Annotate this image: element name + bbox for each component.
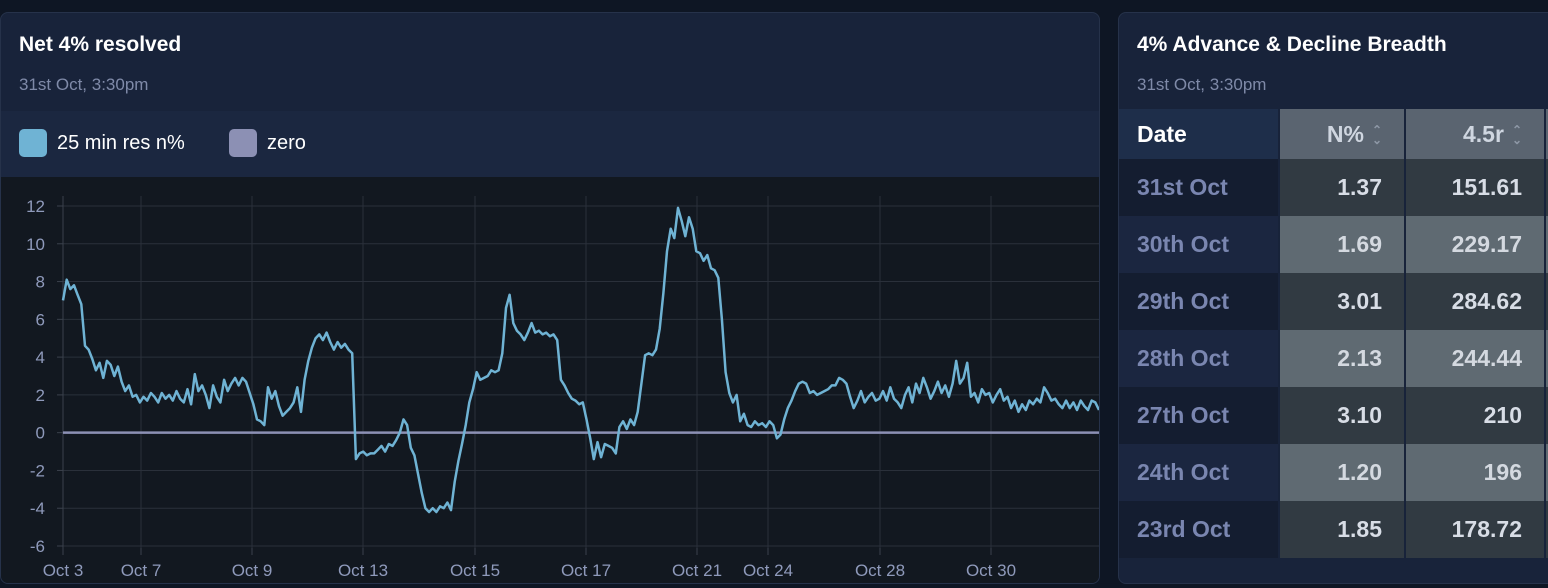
r-cell: 196: [1404, 444, 1545, 501]
date-cell: 31st Oct: [1119, 159, 1279, 216]
legend-item-zero[interactable]: zero: [229, 128, 306, 158]
overflow-cell: [1544, 330, 1548, 387]
x-tick-label: Oct 30: [966, 561, 1016, 580]
y-tick-label: -6: [30, 537, 45, 556]
y-tick-label: 2: [36, 386, 45, 405]
legend-label-zero: zero: [267, 131, 306, 154]
y-tick-label: -2: [30, 461, 45, 480]
date-cell: 27th Oct: [1119, 387, 1279, 444]
breadth-table: Date N% ⌃ ⌄ 4.5r ⌃ ⌄ 31st Oct 1.37 151.61 30th …: [1119, 109, 1548, 558]
table-row[interactable]: 31st Oct 1.37 151.61: [1119, 159, 1548, 216]
r-cell: 210: [1404, 387, 1545, 444]
column-header-date[interactable]: Date: [1119, 109, 1279, 159]
r-cell: 244.44: [1404, 330, 1545, 387]
n-cell: 1.69: [1278, 216, 1405, 273]
y-tick-label: 8: [36, 273, 45, 292]
column-header-label: N%: [1326, 120, 1364, 147]
r-cell: 151.61: [1404, 159, 1545, 216]
column-header-n[interactable]: N% ⌃ ⌄: [1278, 109, 1405, 159]
x-tick-label: Oct 28: [855, 561, 905, 580]
table-row[interactable]: 27th Oct 3.10 210: [1119, 387, 1548, 444]
table-row[interactable]: 29th Oct 3.01 284.62: [1119, 273, 1548, 330]
r-cell: 284.62: [1404, 273, 1545, 330]
x-tick-label: Oct 24: [743, 561, 793, 580]
legend-item-res[interactable]: 25 min res n%: [19, 128, 185, 158]
legend-swatch-zero: [229, 129, 257, 157]
overflow-cell: [1544, 273, 1548, 330]
table-row[interactable]: 23rd Oct 1.85 178.72: [1119, 501, 1548, 558]
n-cell: 1.85: [1278, 501, 1405, 558]
overflow-cell: [1544, 159, 1548, 216]
legend-swatch-res: [19, 129, 47, 157]
n-cell: 3.10: [1278, 387, 1405, 444]
column-header-r[interactable]: 4.5r ⌃ ⌄: [1404, 109, 1545, 159]
x-tick-label: Oct 9: [232, 561, 273, 580]
r-cell: 178.72: [1404, 501, 1545, 558]
n-cell: 1.37: [1278, 159, 1405, 216]
column-header-label: 4.5r: [1463, 120, 1504, 147]
breadth-table-wrap: Date N% ⌃ ⌄ 4.5r ⌃ ⌄ 31st Oct 1.37 151.61 30th …: [1119, 109, 1548, 583]
x-tick-label: Oct 15: [450, 561, 500, 580]
table-row[interactable]: 30th Oct 1.69 229.17: [1119, 216, 1548, 273]
series-res-line: [61, 206, 1099, 514]
panel-subtitle: 31st Oct, 3:30pm: [1137, 75, 1267, 94]
panel-title: 4% Advance & Decline Breadth: [1137, 33, 1447, 56]
y-tick-label: 10: [26, 235, 45, 254]
column-header-overflow: [1544, 109, 1548, 159]
overflow-cell: [1544, 501, 1548, 558]
sort-icon[interactable]: ⌃ ⌄: [1371, 123, 1382, 148]
n-cell: 2.13: [1278, 330, 1405, 387]
table-header-row: Date N% ⌃ ⌄ 4.5r ⌃ ⌄: [1119, 109, 1548, 159]
plot-area: 12 10 8 6 4 2 0 -2 -4 -6 Oct 3 Oct 7 Oct 9 Oct 13 Oct …: [1, 177, 1099, 583]
table-row[interactable]: 24th Oct 1.20 196: [1119, 444, 1548, 501]
sort-icon[interactable]: ⌃ ⌄: [1511, 123, 1522, 148]
x-tick-label: Oct 21: [672, 561, 722, 580]
panel-title: Net 4% resolved: [19, 33, 182, 56]
legend-label-res: 25 min res n%: [57, 131, 185, 154]
y-tick-label: 4: [36, 348, 45, 367]
n-cell: 1.20: [1278, 444, 1405, 501]
x-tick-label: Oct 3: [43, 561, 84, 580]
x-tick-label: Oct 13: [338, 561, 388, 580]
chart-legend: 25 min res n% zero: [1, 111, 1099, 177]
line-chart: 12 10 8 6 4 2 0 -2 -4 -6 Oct 3 Oct 7 Oct 9 Oct 13 Oct …: [26, 196, 1099, 580]
panel-subtitle: 31st Oct, 3:30pm: [19, 75, 149, 94]
date-cell: 28th Oct: [1119, 330, 1279, 387]
x-tick-label: Oct 17: [561, 561, 611, 580]
date-cell: 30th Oct: [1119, 216, 1279, 273]
y-tick-label: -4: [30, 499, 45, 518]
y-tick-label: 12: [26, 197, 45, 216]
net-resolved-panel: Net 4% resolved 31st Oct, 3:30pm 25 min …: [0, 12, 1100, 584]
table-row[interactable]: 28th Oct 2.13 244.44: [1119, 330, 1548, 387]
date-cell: 24th Oct: [1119, 444, 1279, 501]
breadth-panel: 4% Advance & Decline Breadth 31st Oct, 3…: [1118, 12, 1548, 584]
overflow-cell: [1544, 444, 1548, 501]
r-cell: 229.17: [1404, 216, 1545, 273]
overflow-cell: [1544, 387, 1548, 444]
date-cell: 29th Oct: [1119, 273, 1279, 330]
n-cell: 3.01: [1278, 273, 1405, 330]
date-cell: 23rd Oct: [1119, 501, 1279, 558]
x-tick-label: Oct 7: [121, 561, 162, 580]
y-tick-label: 0: [36, 424, 45, 443]
y-tick-label: 6: [36, 310, 45, 329]
overflow-cell: [1544, 216, 1548, 273]
